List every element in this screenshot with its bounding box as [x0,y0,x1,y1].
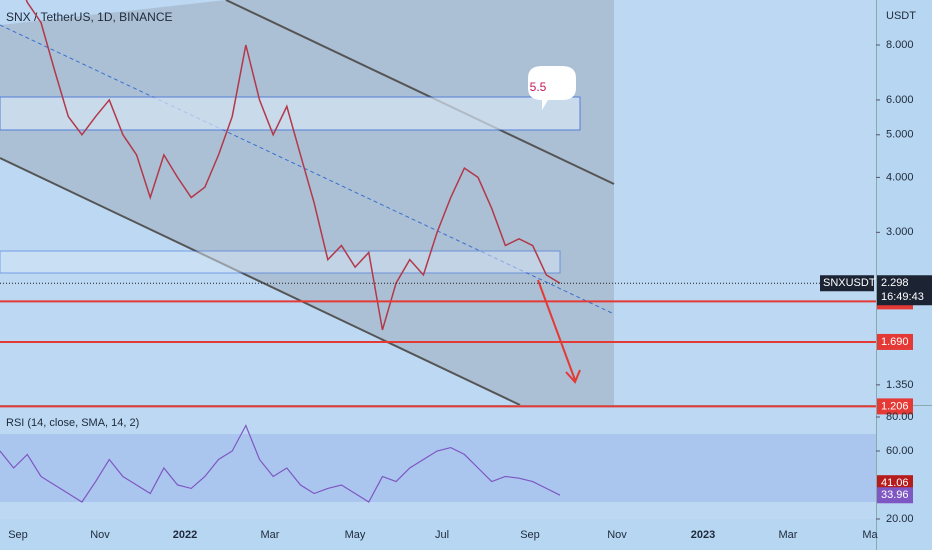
rsi-tag-label: 33.96 [881,489,909,501]
rsi-tick-label: 20.00 [886,513,914,525]
level-tag-label: 1.206 [881,400,909,412]
rsi-tag [877,487,913,504]
price-tick-label: 3.000 [886,226,914,238]
last-tag [877,275,932,306]
rsi-tick-label: 60.00 [886,445,914,457]
time-label: Nov [607,529,627,541]
symbol-title: SNX / TetherUS, 1D, BINANCE [6,10,173,24]
rsi-band [0,434,876,502]
time-label: Mar [261,529,280,541]
time-label: 2023 [691,529,715,541]
axis-unit: USDT [886,10,916,22]
price-tick-label: 4.000 [886,171,914,183]
time-label: Ma [862,529,878,541]
callout-bubble [528,66,576,110]
last-price-label: 2.298 [881,277,909,289]
channel-bottom [0,157,521,406]
time-label: 2022 [173,529,197,541]
time-label: Nov [90,529,110,541]
arrow [537,279,576,381]
countdown-label: 16:49:43 [881,291,924,303]
time-label: Sep [8,529,28,541]
rsi-tag [877,475,913,492]
zone [0,250,561,274]
price-tick-label: 8.000 [886,39,914,51]
arrow-head [565,369,581,384]
price-tick-label: 1.350 [886,379,914,391]
symbol-tag [820,275,874,292]
symbol-tag-label: SNXUSDT [823,277,876,289]
level-tag [877,398,913,415]
callout: 5.5 [530,80,547,94]
time-label: Jul [435,529,449,541]
level-tag [877,333,913,350]
channel-top [225,0,615,185]
zone [0,96,581,131]
price-tick-label: 5.000 [886,129,914,141]
price-line [25,0,561,331]
time-label: May [345,529,366,541]
channel-mid [0,24,615,315]
time-label: Mar [779,529,798,541]
level-tag-label: 1.690 [881,336,909,348]
rsi-tick-label: 80.00 [886,411,914,423]
time-label: Sep [520,529,540,541]
rsi-title: RSI (14, close, SMA, 14, 2) [6,417,139,429]
price-tick-label: 6.000 [886,94,914,106]
rsi-tag-label: 41.06 [881,477,909,489]
rsi-line [0,424,561,503]
